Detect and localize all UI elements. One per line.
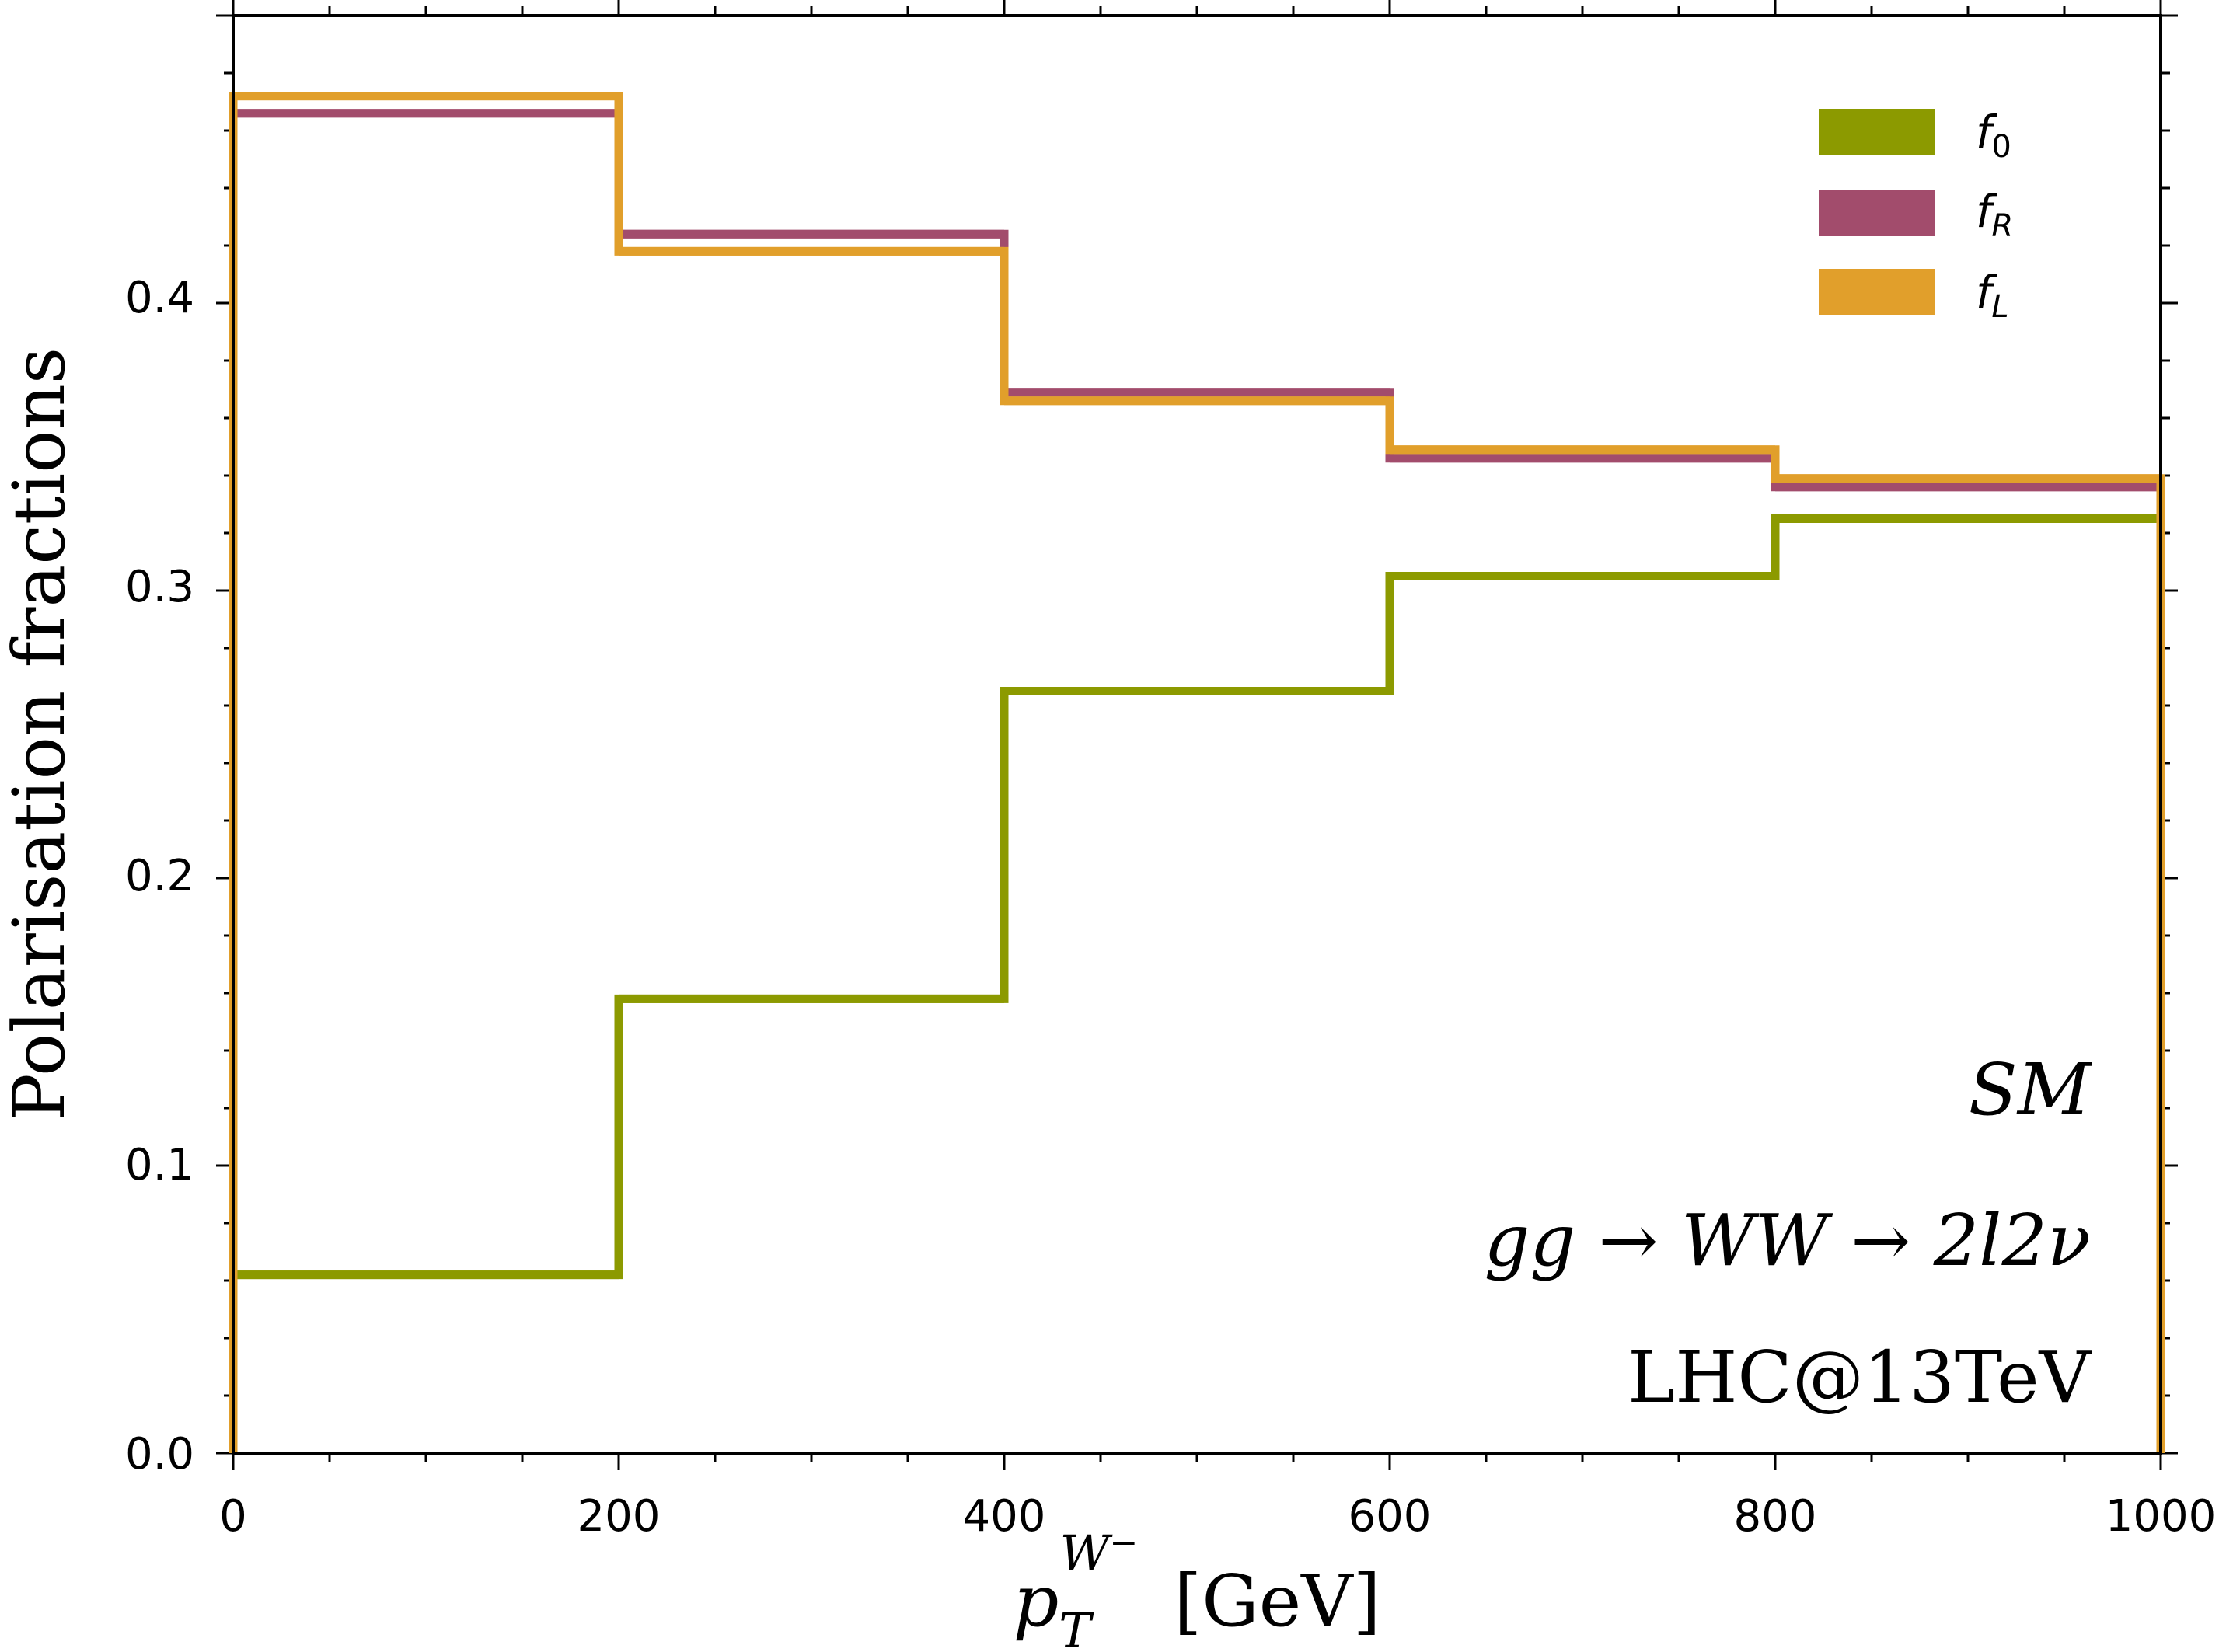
annotation-collider: LHC@13TeV bbox=[1628, 1336, 2092, 1419]
legend-label-f0: f0 bbox=[1976, 106, 2011, 165]
x-label-subscript: T bbox=[1059, 1602, 1094, 1652]
annotation-process: gg → WW → 2l2ν bbox=[1485, 1199, 2091, 1282]
legend-label-fL: fL bbox=[1976, 266, 2009, 325]
legend-swatch-fL bbox=[1819, 269, 1935, 315]
x-tick-label: 1000 bbox=[2106, 1491, 2217, 1542]
series-lines bbox=[229, 92, 2165, 1453]
x-label-unit: [GeV] bbox=[1174, 1560, 1380, 1643]
legend-swatch-fR bbox=[1819, 190, 1935, 236]
x-label-superscript-sign: − bbox=[1109, 1523, 1138, 1563]
x-tick-label: 800 bbox=[1734, 1491, 1817, 1542]
series-f0 bbox=[229, 514, 2165, 1453]
legend: f0 fR fL bbox=[1819, 106, 2013, 325]
y-tick-label: 0.3 bbox=[125, 562, 194, 612]
y-axis-label: Polarisation fractions bbox=[0, 347, 81, 1121]
x-label-symbol: p bbox=[1013, 1560, 1059, 1643]
plot-frame bbox=[232, 14, 2162, 1455]
y-tick-label: 0.4 bbox=[125, 273, 194, 323]
x-tick-label: 600 bbox=[1349, 1491, 1432, 1542]
y-tick-labels: 0.0 0.1 0.2 0.3 0.4 bbox=[125, 273, 194, 1479]
y-tick-label: 0.2 bbox=[125, 851, 194, 901]
x-axis-label: pTW−[GeV] bbox=[1013, 1523, 1380, 1652]
annotation-model: SM bbox=[1969, 1048, 2093, 1131]
series-fL bbox=[229, 92, 2165, 1453]
y-tick-label: 0.0 bbox=[125, 1429, 194, 1479]
x-tick-label: 400 bbox=[963, 1491, 1046, 1542]
x-tick-label: 0 bbox=[219, 1491, 247, 1542]
legend-swatch-f0 bbox=[1819, 109, 1935, 155]
x-tick-labels: 0 200 400 600 800 1000 bbox=[219, 1491, 2216, 1542]
legend-label-fR: fR bbox=[1976, 185, 2013, 244]
y-tick-label: 0.1 bbox=[125, 1140, 194, 1190]
series-fR bbox=[229, 109, 2165, 1453]
x-tick-label: 200 bbox=[577, 1491, 661, 1542]
x-label-superscript: W bbox=[1060, 1525, 1113, 1581]
